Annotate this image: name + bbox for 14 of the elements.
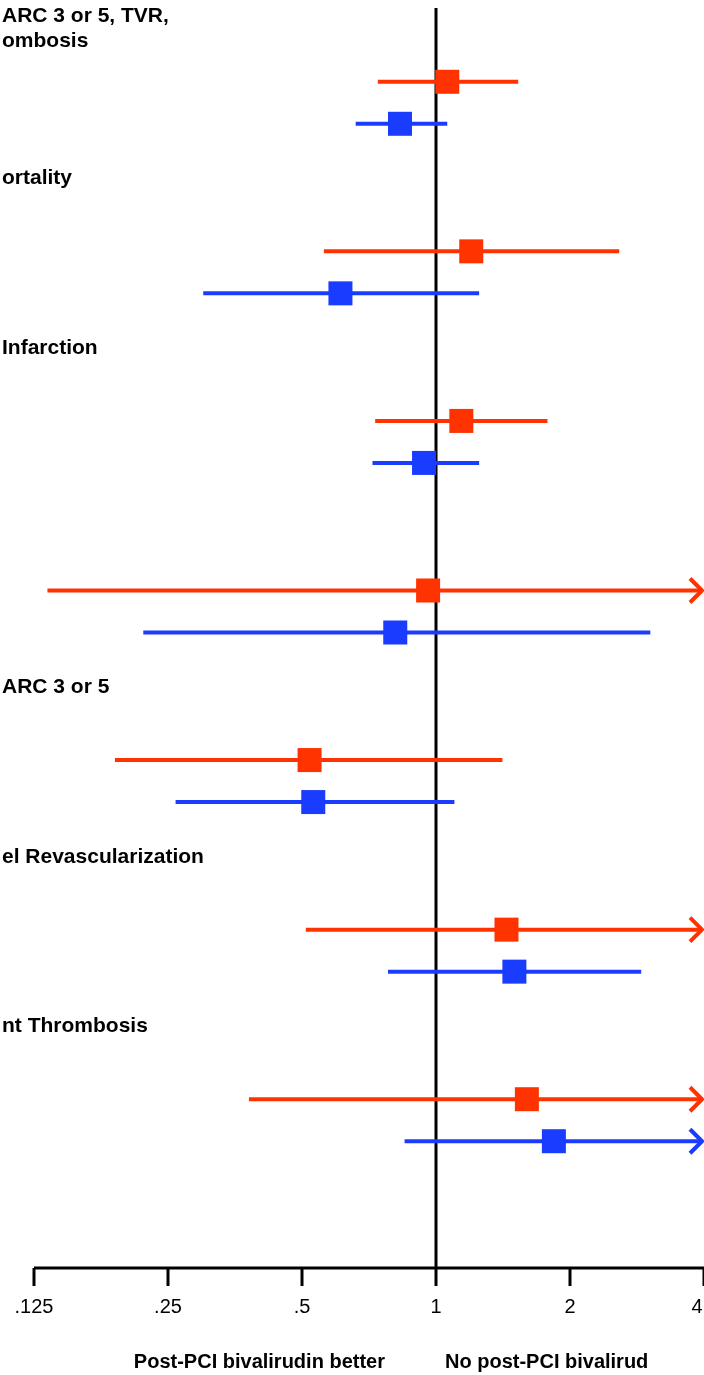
x-tick-label: .5 [293, 1295, 311, 1317]
x-tick-label: .25 [154, 1295, 182, 1317]
text: No post-PCI bivalirud [445, 1350, 649, 1372]
y-tick-label: ARC 3 or 5 [2, 674, 110, 698]
y-tick-label: ARC 3 or 5, TVR, ombosis [2, 3, 169, 51]
x-tick-label: .125 [14, 1295, 54, 1317]
x-tick-label: 1 [430, 1295, 442, 1317]
y-tick-label: Infarction [2, 334, 98, 358]
x-tick-label: 4 [691, 1295, 703, 1317]
y-tick-label: nt Thrombosis [2, 1013, 148, 1037]
y-tick-label: ortality [2, 165, 73, 189]
x-tick-label: 2 [564, 1295, 576, 1317]
y-tick-label: el Revascularization [2, 843, 204, 867]
text: Post-PCI bivalirudin better [133, 1350, 386, 1372]
